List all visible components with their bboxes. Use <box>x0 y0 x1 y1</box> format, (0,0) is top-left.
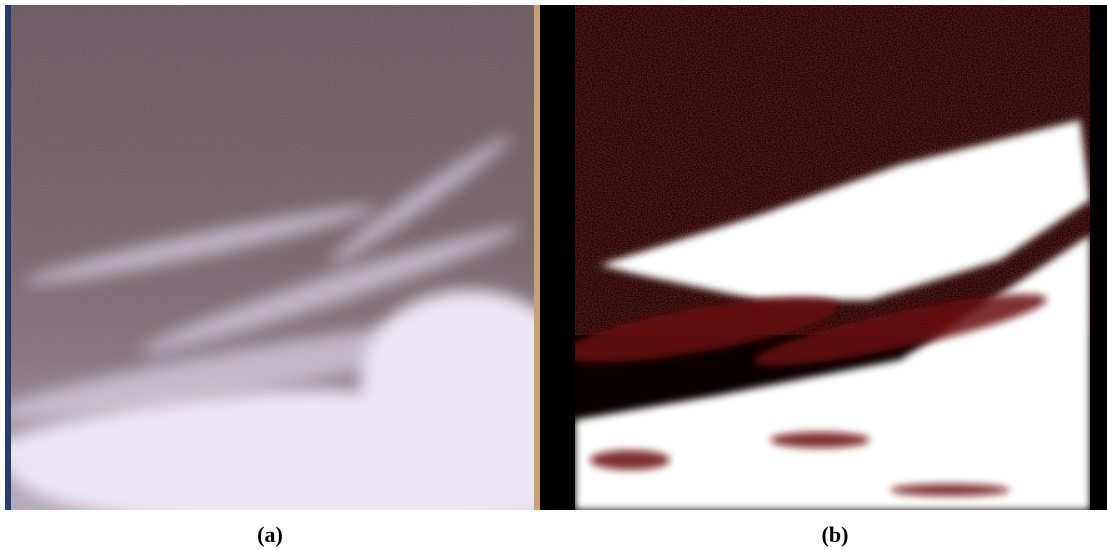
border <box>540 5 575 510</box>
page: (a) (b) (() => { const data = JSON.parse… <box>0 0 1107 550</box>
image-b <box>558 5 1107 510</box>
border <box>1090 5 1107 510</box>
caption: (b) <box>822 522 849 547</box>
caption: (a) <box>257 522 283 547</box>
figure: (a) (b) <box>0 0 1107 550</box>
